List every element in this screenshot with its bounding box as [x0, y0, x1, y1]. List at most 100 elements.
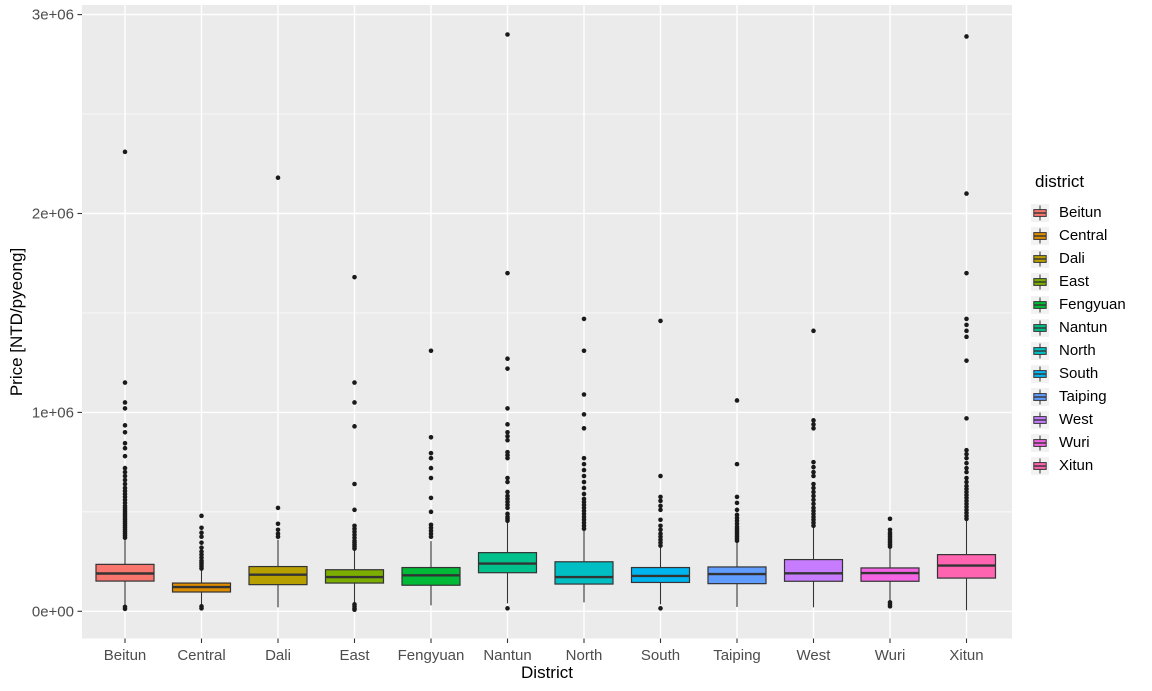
outlier-point [964, 316, 969, 322]
outlier-point [275, 527, 281, 533]
legend-item-label: Wuri [1059, 434, 1090, 451]
outlier-point [122, 481, 128, 487]
outlier-point [352, 523, 357, 529]
outlier-point [581, 473, 587, 479]
legend-item-label: Central [1059, 227, 1108, 244]
boxplot-xitun [936, 34, 997, 611]
outlier-point [122, 445, 128, 451]
outlier-point [964, 34, 969, 39]
outlier-point [734, 500, 740, 506]
legend-key-boxplot-icon [1031, 249, 1049, 268]
legend-item-label: Nantun [1059, 319, 1108, 336]
outlier-point [734, 398, 740, 403]
legend-item-label: North [1059, 342, 1096, 359]
outlier-point [811, 493, 816, 499]
legend-key-boxplot-icon [1031, 387, 1049, 406]
outlier-point [122, 380, 128, 385]
outlier-point [275, 505, 281, 511]
y-tick-label: 0e+00 [32, 603, 74, 620]
legend-item-taiping: Taiping [1031, 385, 1126, 408]
y-tick-label: 1e+06 [32, 404, 74, 421]
outlier-point [122, 473, 128, 479]
outlier-point [581, 316, 587, 322]
x-tick-label: Fengyuan [398, 647, 465, 664]
outlier-point [964, 475, 969, 481]
legend-item-west: West [1031, 408, 1126, 431]
legend-key-boxplot-icon [1031, 272, 1049, 291]
outlier-point [199, 545, 204, 550]
outlier-point [352, 507, 357, 513]
legend-item-xitun: Xitun [1031, 454, 1126, 477]
legend-key-boxplot-icon [1031, 341, 1049, 360]
legend-item-label: Beitun [1059, 204, 1102, 221]
outlier-point [811, 473, 816, 479]
outlier-point [964, 416, 969, 421]
legend-key-boxplot-icon [1031, 364, 1049, 383]
legend-key-boxplot-icon [1031, 295, 1049, 314]
outlier-point [581, 479, 587, 485]
outlier-point [811, 422, 816, 427]
outlier-point [428, 465, 434, 471]
outlier-point [505, 356, 510, 361]
outlier-point [734, 461, 740, 467]
legend-item-label: East [1059, 273, 1090, 290]
outlier-point [505, 433, 510, 439]
outlier-point [964, 270, 969, 276]
x-tick-label: East [339, 647, 370, 664]
outlier-point [811, 505, 816, 511]
outlier-point [658, 523, 663, 529]
y-tick-label: 2e+06 [32, 206, 74, 223]
outlier-point [887, 516, 893, 522]
outlier-point [658, 527, 663, 533]
x-tick-label: Wuri [875, 647, 906, 664]
outlier-point [581, 455, 587, 461]
outlier-point [199, 513, 204, 519]
boxplot-west [783, 328, 844, 608]
outlier-point [964, 479, 969, 485]
x-tick-label: Nantun [483, 647, 531, 664]
x-tick-label: Beitun [104, 647, 147, 664]
outlier-point [964, 460, 969, 466]
outlier-point [122, 485, 128, 491]
legend-item-north: North [1031, 339, 1126, 362]
outlier-point [428, 455, 434, 461]
x-tick-label: West [797, 647, 832, 664]
outlier-point [658, 503, 663, 509]
outlier-point [811, 481, 816, 487]
outlier-point [122, 469, 128, 475]
outlier-point [505, 366, 510, 371]
outlier-point [352, 424, 357, 429]
x-tick-label: Dali [265, 647, 291, 664]
boxplot-taiping [707, 398, 767, 607]
boxplot-nantun [477, 32, 538, 611]
boxplot-wuri [860, 516, 920, 609]
outlier-point [811, 418, 816, 423]
outlier-point [964, 447, 969, 453]
outlier-point [428, 348, 434, 354]
outlier-point [505, 270, 510, 276]
outlier-point [811, 426, 816, 431]
legend-item-wuri: Wuri [1031, 431, 1126, 454]
outlier-point [352, 400, 357, 405]
outlier-point [428, 450, 434, 456]
legend-item-label: Fengyuan [1059, 296, 1126, 313]
outlier-point [505, 449, 510, 455]
legend-item-east: East [1031, 270, 1126, 293]
legend-item-label: Taiping [1059, 388, 1107, 405]
outlier-point [505, 32, 510, 37]
x-tick-label: South [641, 647, 680, 664]
outlier-point [811, 459, 816, 465]
legend-item-fengyuan: Fengyuan [1031, 293, 1126, 316]
box [783, 558, 844, 582]
legend-item-central: Central [1031, 224, 1126, 247]
outlier-point [734, 512, 740, 518]
outlier-point [734, 494, 740, 500]
outlier-point [811, 328, 816, 334]
outlier-point [964, 358, 969, 363]
box [554, 561, 614, 585]
outlier-point [658, 498, 663, 504]
outlier-point [964, 483, 969, 489]
outlier-point [122, 604, 128, 610]
boxplot-north [554, 316, 614, 603]
